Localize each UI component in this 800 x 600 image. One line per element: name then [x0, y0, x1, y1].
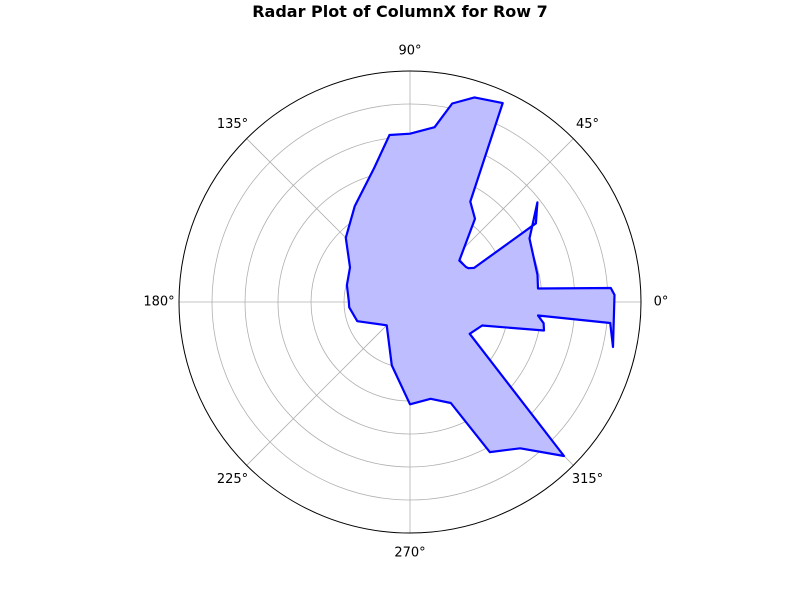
angle-labels: 0° 45° 90° 135° 180° 225° 270° 315° [143, 44, 668, 561]
angle-tick-label: 90° [398, 44, 421, 59]
series-line [344, 96, 616, 458]
angle-tick-label: 270° [394, 546, 425, 561]
angle-tick-label: 315° [572, 472, 603, 487]
angle-tick-label: 135° [217, 117, 248, 132]
series-fill-area [345, 97, 615, 457]
data-layer [344, 96, 616, 458]
polar-frame [178, 70, 642, 534]
angle-tick-label: 225° [217, 472, 248, 487]
chart-title: Radar Plot of ColumnX for Row 7 [252, 2, 548, 21]
angle-tick-label: 0° [654, 295, 669, 310]
angle-tick-label: 180° [143, 295, 174, 310]
angular-gridline [246, 301, 411, 466]
angle-tick-label: 45° [576, 117, 599, 132]
